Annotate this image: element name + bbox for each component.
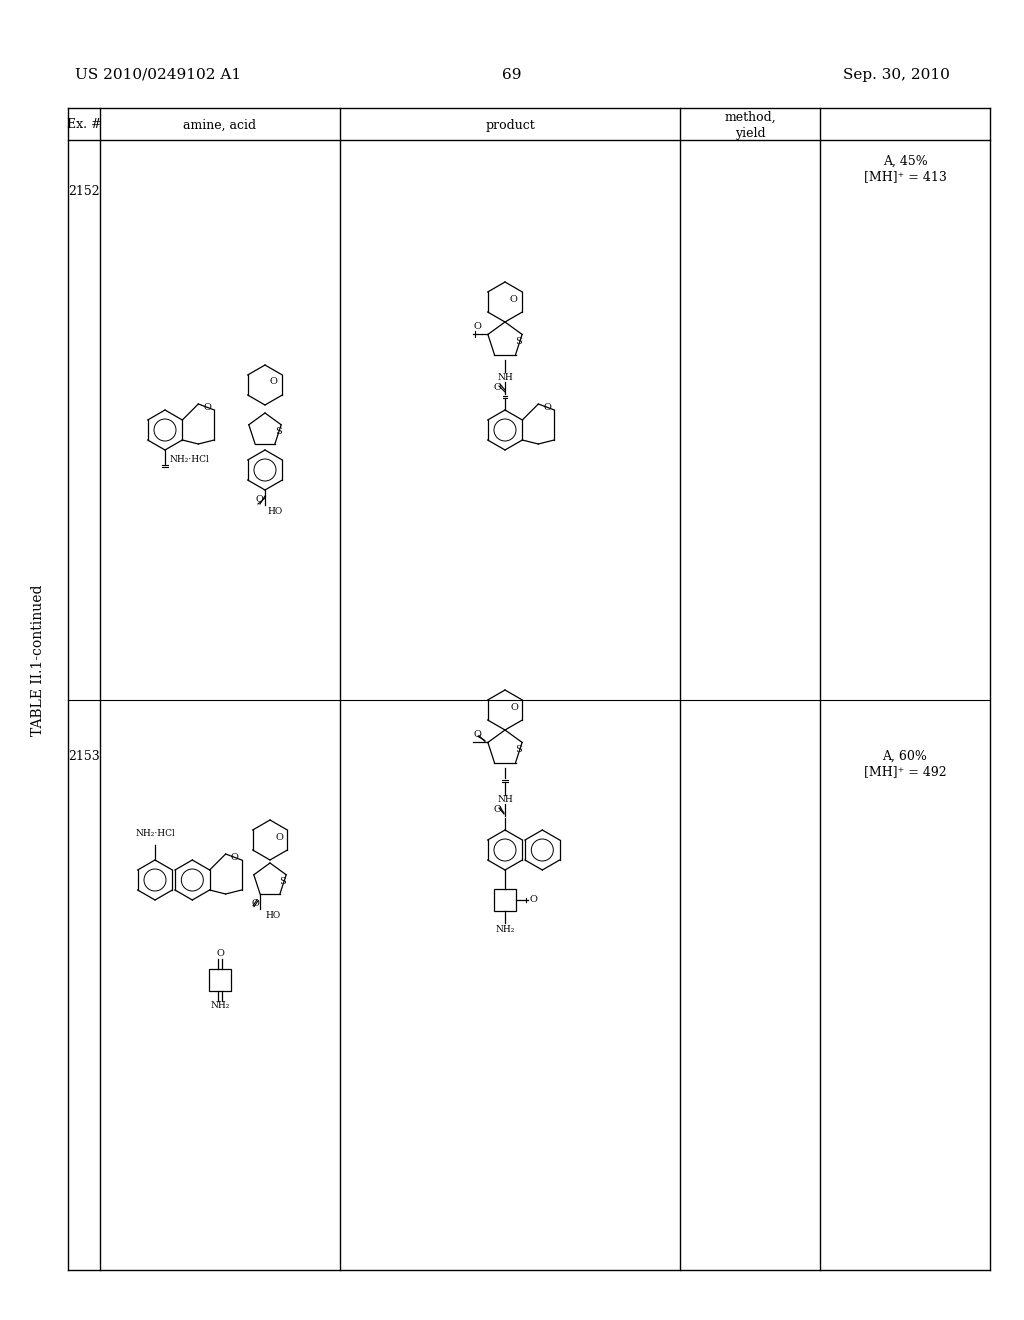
Text: NH: NH xyxy=(497,372,513,381)
Text: HO: HO xyxy=(265,911,281,920)
Text: Ex. #: Ex. # xyxy=(67,119,101,132)
Text: NH: NH xyxy=(497,796,513,804)
Text: O: O xyxy=(275,833,283,842)
Text: S: S xyxy=(515,746,521,755)
Text: Sep. 30, 2010: Sep. 30, 2010 xyxy=(843,69,950,82)
Text: NH₂: NH₂ xyxy=(210,1002,229,1011)
Text: O: O xyxy=(216,949,224,958)
Text: amine, acid: amine, acid xyxy=(183,119,257,132)
Bar xyxy=(494,888,516,911)
Text: O: O xyxy=(255,495,263,504)
Text: A, 60%: A, 60% xyxy=(883,750,928,763)
Text: O: O xyxy=(509,294,517,304)
Text: 2153: 2153 xyxy=(69,750,100,763)
Text: 69: 69 xyxy=(502,69,522,82)
Text: O: O xyxy=(269,378,276,387)
Text: O: O xyxy=(494,384,501,392)
Text: O: O xyxy=(230,853,239,862)
Text: O: O xyxy=(474,322,482,331)
Text: S: S xyxy=(280,878,287,887)
Text: O: O xyxy=(251,899,259,908)
Text: NH₂·HCl: NH₂·HCl xyxy=(170,455,210,465)
Text: 2152: 2152 xyxy=(69,185,99,198)
Text: O: O xyxy=(544,403,551,412)
Text: HO: HO xyxy=(267,507,283,516)
Text: O: O xyxy=(529,895,537,904)
Text: A, 45%: A, 45% xyxy=(883,154,928,168)
Text: TABLE II.1-continued: TABLE II.1-continued xyxy=(31,585,45,735)
Text: [MH]⁺ = 413: [MH]⁺ = 413 xyxy=(863,170,946,183)
Text: O: O xyxy=(510,702,518,711)
Text: NH₂: NH₂ xyxy=(496,924,515,933)
Text: product: product xyxy=(485,119,535,132)
Text: US 2010/0249102 A1: US 2010/0249102 A1 xyxy=(75,69,241,82)
Text: S: S xyxy=(515,338,521,346)
Text: NH₂·HCl: NH₂·HCl xyxy=(135,829,175,838)
Text: S: S xyxy=(274,428,282,437)
Text: [MH]⁺ = 492: [MH]⁺ = 492 xyxy=(863,766,946,777)
Bar xyxy=(209,969,231,991)
Text: method,
yield: method, yield xyxy=(724,111,776,140)
Text: O: O xyxy=(204,403,211,412)
Text: O: O xyxy=(474,730,482,739)
Text: O: O xyxy=(494,805,501,814)
